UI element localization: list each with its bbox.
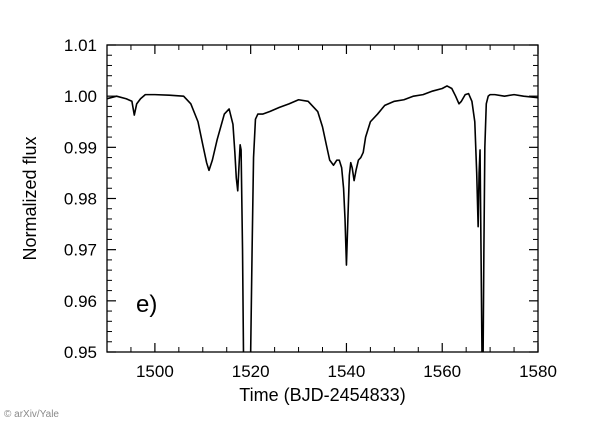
x-tick-label: 1560 bbox=[423, 362, 461, 381]
x-tick-label: 1500 bbox=[136, 362, 174, 381]
x-axis-label: Time (BJD-2454833) bbox=[239, 385, 405, 405]
x-tick-labels: 1500 1520 1540 1560 1580 bbox=[136, 362, 557, 381]
x-tick-label: 1520 bbox=[232, 362, 270, 381]
y-tick-label: 0.95 bbox=[64, 343, 97, 362]
plot-frame bbox=[106, 44, 539, 353]
flux-series-line bbox=[107, 85, 538, 352]
tick-marks bbox=[106, 44, 539, 353]
x-tick-label: 1540 bbox=[328, 362, 366, 381]
y-axis-label: Normalized flux bbox=[20, 136, 40, 260]
y-tick-labels: 0.95 0.96 0.97 0.98 0.99 1.00 1.01 bbox=[64, 36, 97, 362]
image-credit: © arXiv/Yale bbox=[4, 409, 59, 420]
panel-label: e) bbox=[136, 291, 157, 318]
y-tick-label: 1.00 bbox=[64, 87, 97, 106]
y-tick-label: 1.01 bbox=[64, 36, 97, 55]
x-tick-label: 1580 bbox=[519, 362, 557, 381]
y-tick-label: 0.97 bbox=[64, 241, 97, 260]
y-tick-label: 0.99 bbox=[64, 138, 97, 157]
y-tick-label: 0.96 bbox=[64, 292, 97, 311]
y-tick-label: 0.98 bbox=[64, 190, 97, 209]
